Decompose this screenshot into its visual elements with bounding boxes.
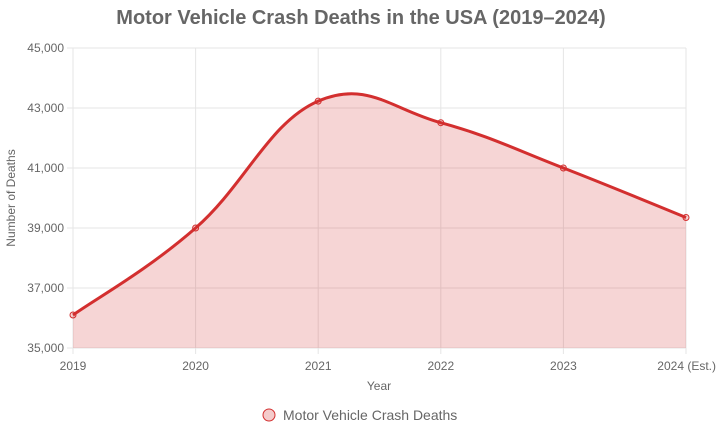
data-points	[69, 97, 690, 319]
y-tick-label: 45,000	[27, 41, 64, 55]
data-point[interactable]	[314, 97, 322, 105]
x-tick-label: 2023	[550, 359, 577, 373]
data-point[interactable]	[192, 224, 200, 232]
y-tick-label: 41,000	[27, 161, 64, 175]
x-axis-ticks: 2019 2020 2021 2022 2023 2024 (Est.)	[60, 359, 716, 373]
x-tick-label: 2022	[427, 359, 454, 373]
y-tick-label: 43,000	[27, 101, 64, 115]
data-point[interactable]	[437, 119, 445, 127]
y-axis-label: Number of Deaths	[4, 149, 18, 246]
legend[interactable]: Motor Vehicle Crash Deaths	[262, 407, 457, 423]
grid-lines	[67, 47, 687, 354]
chart-title: Motor Vehicle Crash Deaths in the USA (2…	[116, 7, 605, 29]
data-point[interactable]	[682, 214, 690, 221]
y-tick-label: 37,000	[27, 281, 64, 295]
x-tick-label: 2019	[60, 359, 87, 373]
y-tick-label: 39,000	[27, 221, 64, 235]
series-area-fill	[73, 93, 686, 348]
x-tick-label: 2021	[305, 359, 332, 373]
data-point[interactable]	[559, 164, 567, 172]
legend-marker	[262, 408, 276, 422]
legend-label: Motor Vehicle Crash Deaths	[283, 407, 457, 423]
x-axis-label: Year	[367, 379, 391, 393]
x-tick-label: 2024 (Est.)	[657, 359, 716, 373]
series-line	[72, 92, 687, 317]
data-point[interactable]	[69, 311, 77, 319]
x-tick-label: 2020	[182, 359, 209, 373]
y-axis-ticks: 35,000 37,000 39,000 41,000 43,000 45,000	[27, 41, 64, 355]
y-tick-label: 35,000	[27, 341, 64, 355]
